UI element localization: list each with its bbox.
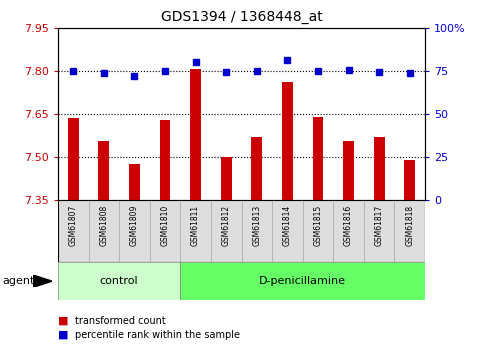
Text: GSM61809: GSM61809 (130, 205, 139, 246)
Bar (180, 262, 425, 300)
Text: GSM61814: GSM61814 (283, 205, 292, 246)
Bar (160, 120, 170, 200)
Bar (88, 200, 119, 262)
Text: GSM61818: GSM61818 (405, 205, 414, 246)
Text: GSM61810: GSM61810 (160, 205, 170, 246)
Bar (303, 200, 333, 262)
Bar (242, 200, 272, 262)
Bar (99, 141, 109, 200)
Bar (190, 69, 201, 200)
Text: GSM61813: GSM61813 (252, 205, 261, 246)
Bar (221, 157, 231, 200)
Bar (404, 160, 415, 200)
Text: GSM61815: GSM61815 (313, 205, 323, 246)
Text: GSM61811: GSM61811 (191, 205, 200, 246)
Text: agent: agent (2, 276, 35, 286)
Bar (58, 262, 180, 300)
Bar (129, 164, 140, 200)
Polygon shape (33, 275, 52, 287)
Bar (150, 200, 180, 262)
Title: GDS1394 / 1368448_at: GDS1394 / 1368448_at (161, 10, 322, 24)
Bar (374, 137, 384, 200)
Bar (364, 200, 395, 262)
Bar (395, 200, 425, 262)
Text: D-penicillamine: D-penicillamine (259, 276, 346, 286)
Text: ■: ■ (58, 316, 69, 326)
Text: GSM61812: GSM61812 (222, 205, 231, 246)
Text: GSM61807: GSM61807 (69, 205, 78, 246)
Text: GSM61808: GSM61808 (99, 205, 108, 246)
Text: ■: ■ (58, 330, 69, 339)
Bar (211, 200, 242, 262)
Bar (252, 137, 262, 200)
Bar (343, 141, 354, 200)
Text: GSM61817: GSM61817 (375, 205, 384, 246)
Bar (313, 117, 323, 200)
Bar (68, 118, 79, 200)
Text: percentile rank within the sample: percentile rank within the sample (75, 330, 240, 339)
Bar (333, 200, 364, 262)
Bar (180, 200, 211, 262)
Text: control: control (100, 276, 139, 286)
Bar (282, 82, 293, 200)
Bar (58, 200, 88, 262)
Bar (119, 200, 150, 262)
Text: GSM61816: GSM61816 (344, 205, 353, 246)
Bar (272, 200, 303, 262)
Text: transformed count: transformed count (75, 316, 166, 326)
